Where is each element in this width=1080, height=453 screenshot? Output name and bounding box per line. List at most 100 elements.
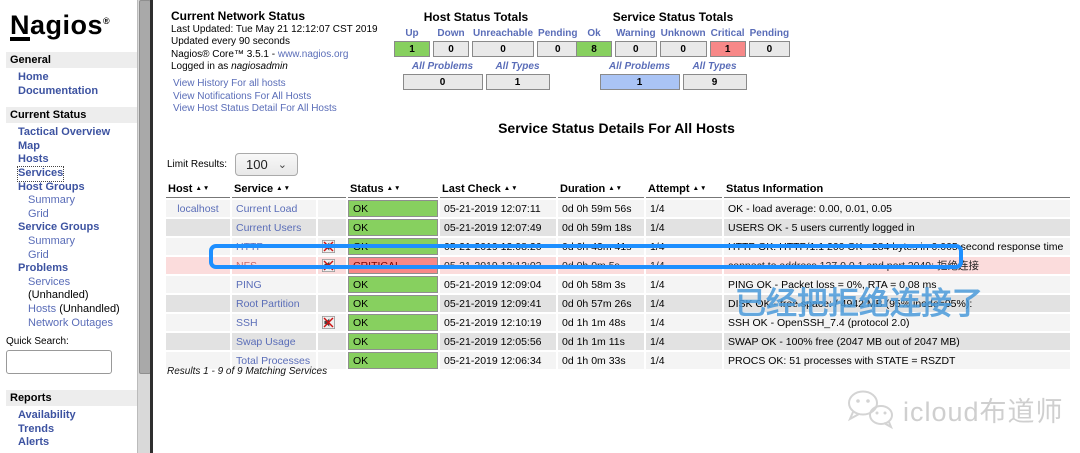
service-cell: NFS xyxy=(232,257,316,274)
host-all-problems-count[interactable]: 0 xyxy=(402,74,483,90)
sidebar-item-servicegroup-summary[interactable]: Summary xyxy=(28,234,76,247)
nagios-logo: Nagios® xyxy=(10,10,111,41)
logged-in-line: Logged in as nagiosadmin xyxy=(171,61,288,72)
sidebar-item-home[interactable]: Home xyxy=(18,71,49,83)
col-header-service[interactable]: Service ▲▼ xyxy=(232,182,346,198)
host-totals-title: Host Status Totals xyxy=(423,10,529,24)
sidebar-item-hostgroup-grid[interactable]: Grid xyxy=(28,207,49,220)
sidebar-item-trends[interactable]: Trends xyxy=(18,422,55,435)
sidebar-item-problem-hosts-row: Hosts (Unhandled) xyxy=(18,303,137,317)
service-link[interactable]: Root Partition xyxy=(236,297,300,310)
sidebar-item-documentation[interactable]: Documentation xyxy=(18,84,99,97)
svc-warning-count[interactable]: 0 xyxy=(615,41,657,57)
sidebar-item-service-groups[interactable]: Service Groups xyxy=(18,221,100,234)
host-unreachable-count[interactable]: 0 xyxy=(472,41,535,57)
svc-critical-count[interactable]: 1 xyxy=(709,41,746,57)
sidebar-item-hosts[interactable]: Hosts xyxy=(18,153,49,166)
sort-arrows-icon[interactable]: ▲▼ xyxy=(608,185,624,192)
host-all-problems-label[interactable]: All Problems xyxy=(411,61,474,72)
service-cell: SSH xyxy=(232,314,316,331)
sidebar-item-problems[interactable]: Problems xyxy=(18,262,69,275)
network-status-title: Current Network Status xyxy=(171,9,306,23)
service-link[interactable]: HTTP xyxy=(236,240,264,253)
section-header-reports: Reports xyxy=(6,390,137,407)
service-link[interactable]: PING xyxy=(236,278,262,291)
quick-search-input[interactable] xyxy=(6,350,112,375)
service-link[interactable]: NFS xyxy=(236,259,257,272)
svc-totals-col-critical[interactable]: Critical xyxy=(710,28,745,39)
service-icon-cell xyxy=(318,257,346,274)
col-header-duration[interactable]: Duration ▲▼ xyxy=(558,182,644,198)
host-link[interactable]: localhost xyxy=(177,202,219,215)
svc-totals-col-warning[interactable]: Warning xyxy=(616,28,656,39)
notifications-disabled-icon[interactable] xyxy=(322,240,335,253)
notifications-disabled-icon[interactable] xyxy=(322,316,335,329)
sidebar-item-map[interactable]: Map xyxy=(18,139,40,152)
service-link[interactable]: Swap Usage xyxy=(236,335,296,348)
last-check-cell: 05-21-2019 12:08:26 xyxy=(440,238,556,255)
sort-arrows-icon[interactable]: ▲▼ xyxy=(692,185,708,192)
svc-totals-col-pending[interactable]: Pending xyxy=(749,28,790,39)
view-notifications-link[interactable]: View Notifications For All Hosts xyxy=(173,90,312,102)
host-all-types-label[interactable]: All Types xyxy=(495,61,540,72)
sidebar-item-services[interactable]: Services xyxy=(16,165,65,182)
service-icon-cell xyxy=(318,219,346,236)
service-icon-cell xyxy=(318,200,346,217)
status-information-cell: OK - load average: 0.00, 0.01, 0.05 xyxy=(724,200,1070,217)
host-down-count[interactable]: 0 xyxy=(433,41,469,57)
service-link[interactable]: Current Load xyxy=(236,202,298,215)
view-host-status-link[interactable]: View Host Status Detail For All Hosts xyxy=(173,103,337,114)
sidebar-item-alerts[interactable]: Alerts xyxy=(18,436,50,449)
svc-unknown-count[interactable]: 0 xyxy=(659,41,707,57)
host-up-count[interactable]: 1 xyxy=(394,41,430,57)
sort-arrows-icon[interactable]: ▲▼ xyxy=(386,185,402,192)
host-cell xyxy=(166,333,230,350)
svc-ok-count[interactable]: 8 xyxy=(576,41,612,57)
svc-all-types-label[interactable]: All Types xyxy=(692,61,737,72)
svc-totals-col-unknown[interactable]: Unknown xyxy=(660,28,706,39)
host-all-types-count[interactable]: 1 xyxy=(485,74,550,90)
col-header-status[interactable]: Status ▲▼ xyxy=(348,182,438,198)
sidebar-item-network-outages[interactable]: Network Outages xyxy=(28,316,113,329)
view-history-link[interactable]: View History For all hosts xyxy=(173,78,286,89)
sort-arrows-icon[interactable]: ▲▼ xyxy=(276,185,292,192)
sidebar-item-problem-hosts[interactable]: Hosts xyxy=(28,302,57,315)
nagios-org-link[interactable]: www.nagios.org xyxy=(277,48,349,60)
sidebar-item-availability[interactable]: Availability xyxy=(18,409,76,422)
host-totals-col-down[interactable]: Down xyxy=(437,28,465,39)
host-pending-count[interactable]: 0 xyxy=(537,41,579,57)
service-link[interactable]: Total Processes xyxy=(236,354,311,367)
col-header-host[interactable]: Host ▲▼ xyxy=(166,182,230,198)
service-link[interactable]: SSH xyxy=(236,316,258,329)
sidebar-item-servicegroup-grid[interactable]: Grid xyxy=(28,248,49,261)
col-header-last-check[interactable]: Last Check ▲▼ xyxy=(440,182,556,198)
status-information-cell: USERS OK - 5 users currently logged in xyxy=(724,219,1070,236)
last-updated: Last Updated: Tue May 21 12:12:07 CST 20… xyxy=(171,23,378,35)
svc-all-types-count[interactable]: 9 xyxy=(682,74,747,90)
status-badge: OK xyxy=(348,314,438,331)
service-link[interactable]: Current Users xyxy=(236,221,302,234)
host-totals-col-up[interactable]: Up xyxy=(405,28,419,39)
svc-all-problems-label[interactable]: All Problems xyxy=(608,61,671,72)
sidebar-item-hostgroup-summary[interactable]: Summary xyxy=(28,194,76,207)
host-totals-col-unreachable[interactable]: Unreachable xyxy=(473,28,534,39)
sidebar-item-tactical-overview[interactable]: Tactical Overview xyxy=(18,126,111,139)
host-totals-col-pending[interactable]: Pending xyxy=(538,28,578,39)
version-line: Nagios® Core™ 3.5.1 - www.nagios.org xyxy=(171,48,349,60)
svc-all-problems-count[interactable]: 1 xyxy=(599,74,680,90)
sidebar-scrollbar[interactable] xyxy=(137,0,151,453)
host-cell xyxy=(166,257,230,274)
sidebar-item-host-groups[interactable]: Host Groups xyxy=(18,180,85,193)
logged-in-user: nagiosadmin xyxy=(231,61,288,72)
col-header-attempt[interactable]: Attempt ▲▼ xyxy=(646,182,722,198)
sort-arrows-icon[interactable]: ▲▼ xyxy=(503,185,519,192)
service-table-row: localhost Current Load OK 05-21-2019 12:07:… xyxy=(166,200,1070,217)
limit-results-select[interactable]: 100 ⌄ xyxy=(235,153,298,176)
svc-pending-count[interactable]: 0 xyxy=(748,41,791,57)
sort-arrows-icon[interactable]: ▲▼ xyxy=(195,185,211,192)
attempt-cell: 1/4 xyxy=(646,276,722,293)
service-icon-cell xyxy=(318,333,346,350)
sidebar-item-problem-services[interactable]: Services xyxy=(28,275,71,288)
svc-totals-col-ok[interactable]: Ok xyxy=(587,28,601,39)
notifications-disabled-icon[interactable] xyxy=(322,259,335,272)
